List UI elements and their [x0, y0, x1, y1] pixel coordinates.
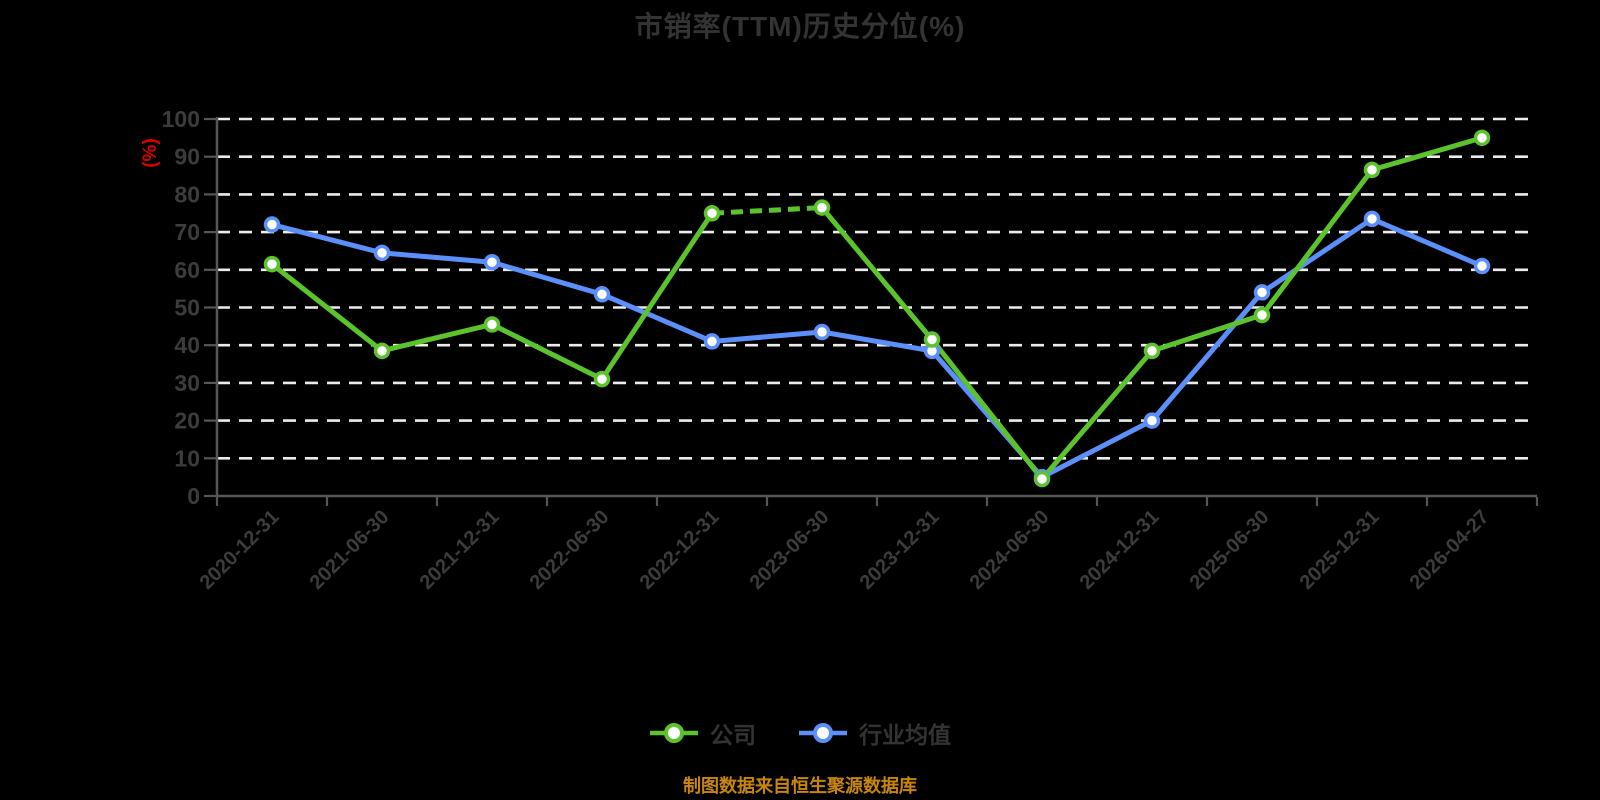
y-tick-label: 70 — [174, 219, 200, 245]
x-tick-label: 2020-12-31 — [196, 506, 284, 594]
company-point-marker — [593, 370, 611, 388]
x-tick-label: 2024-12-31 — [1076, 506, 1164, 594]
industry-point-marker — [263, 216, 281, 233]
industry-average-legend-label: 行业均值 — [859, 722, 951, 748]
chart-title: 市销率(TTM)历史分位(%) — [634, 11, 966, 42]
x-tick-label: 2022-12-31 — [636, 506, 724, 594]
y-tick-label: 50 — [174, 295, 200, 321]
industry-point-marker — [813, 323, 831, 341]
y-tick-label: 30 — [174, 370, 200, 396]
data-source-note: 制图数据来自恒生聚源数据库 — [683, 776, 917, 796]
company-line-dashed-segment — [711, 205, 823, 216]
company-point-marker — [1253, 306, 1271, 324]
industry-average-legend-marker-icon — [799, 723, 847, 743]
industry-point-marker — [703, 333, 721, 350]
industry-point-marker — [1473, 257, 1491, 275]
y-tick-label: 90 — [174, 144, 200, 170]
y-tick-label: 60 — [174, 257, 200, 283]
industry-point-marker — [373, 244, 391, 262]
company-point-marker — [1033, 470, 1051, 488]
industry-point-marker — [1363, 210, 1381, 228]
y-axis-unit-label: (%) — [140, 138, 161, 168]
company-line — [269, 210, 715, 382]
industry-point-marker — [1143, 412, 1161, 429]
company-point-marker — [373, 342, 391, 360]
company-point-marker — [263, 255, 281, 273]
x-tick-label: 2022-06-30 — [526, 506, 614, 594]
y-tick-label: 80 — [174, 181, 200, 207]
legend: 公司 行业均值 — [0, 716, 1600, 750]
company-point-marker — [1473, 129, 1491, 147]
industry-point-marker — [593, 286, 611, 303]
x-tick-label: 2023-06-30 — [746, 506, 834, 594]
legend-item-company: 公司 — [649, 716, 756, 750]
x-tick-label: 2025-06-30 — [1186, 506, 1274, 594]
legend-item-industry-average: 行业均值 — [798, 716, 951, 750]
x-tick-label: 2023-12-31 — [856, 506, 944, 594]
company-point-marker — [703, 205, 721, 222]
company-point-marker — [1143, 342, 1161, 360]
y-tick-label: 40 — [174, 332, 200, 358]
company-point-marker — [923, 331, 941, 348]
company-point-marker — [483, 316, 501, 333]
x-tick-label: 2021-12-31 — [416, 506, 504, 594]
industry-point-marker — [1253, 284, 1271, 301]
x-tick-label: 2025-12-31 — [1296, 506, 1384, 594]
y-tick-label: 10 — [174, 445, 200, 471]
company-legend-marker-icon — [650, 723, 698, 743]
y-tick-label: 100 — [162, 106, 200, 132]
x-tick-label: 2021-06-30 — [306, 506, 394, 594]
y-tick-label: 0 — [187, 483, 200, 509]
company-point-marker — [1363, 161, 1381, 179]
industry-line — [269, 216, 1485, 480]
x-tick-label: 2024-06-30 — [966, 506, 1054, 594]
company-legend-label: 公司 — [710, 722, 756, 748]
company-point-marker — [813, 199, 831, 216]
industry-point-marker — [483, 254, 501, 271]
y-tick-label: 20 — [174, 408, 200, 434]
x-tick-label: 2026-04-27 — [1406, 506, 1494, 594]
